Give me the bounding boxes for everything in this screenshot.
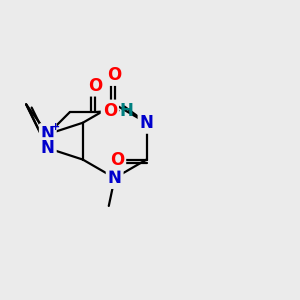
Text: N: N — [41, 139, 55, 157]
Text: O: O — [110, 151, 124, 169]
Text: N: N — [108, 169, 122, 187]
Text: N: N — [41, 125, 55, 143]
Text: H: H — [120, 102, 134, 120]
Text: O: O — [88, 76, 102, 94]
Text: N: N — [140, 114, 154, 132]
Text: O: O — [107, 66, 122, 84]
Text: O: O — [103, 102, 117, 120]
Text: +: + — [50, 122, 60, 132]
